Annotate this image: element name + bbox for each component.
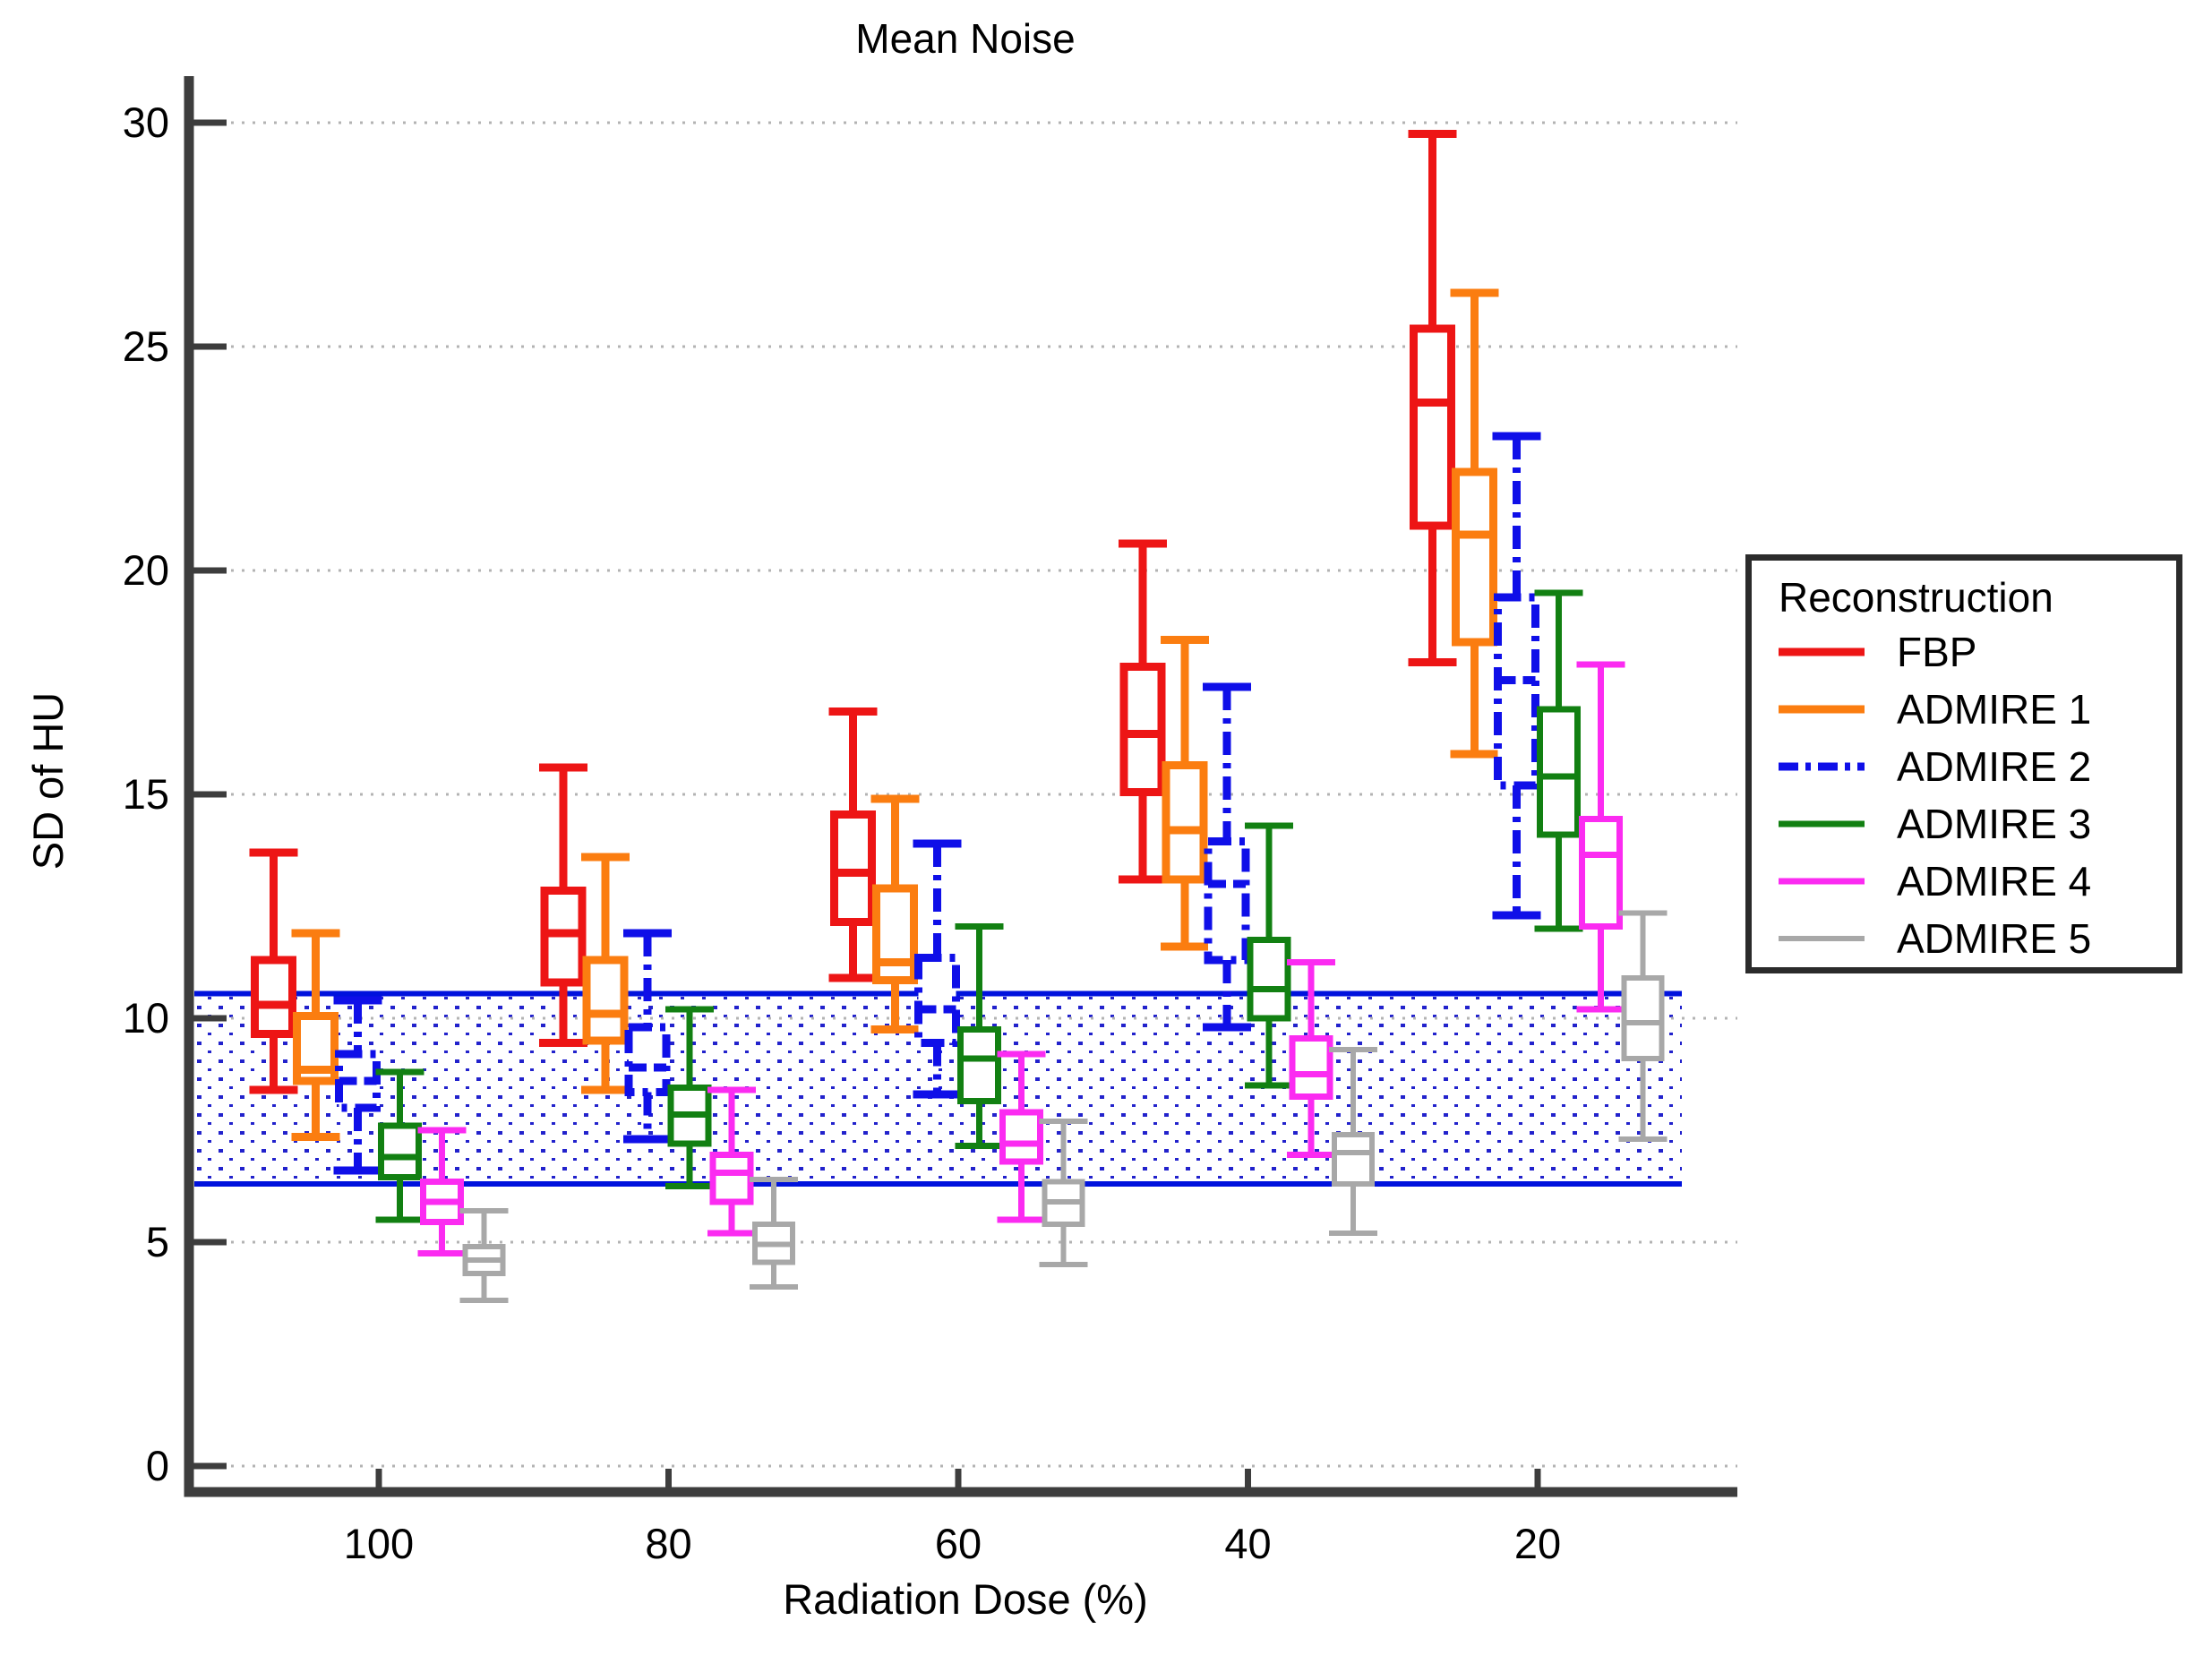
iqr-box	[1410, 324, 1455, 530]
legend-label: ADMIRE 1	[1897, 686, 2092, 733]
box-admire3-dose80	[665, 1006, 714, 1189]
box-admire2-dose40	[1203, 682, 1251, 1032]
x-tick-label-40: 40	[1224, 1520, 1271, 1567]
box-admire2-dose80	[623, 929, 672, 1144]
box-fbp-dose60	[828, 707, 878, 982]
iqr-box	[1162, 761, 1208, 884]
legend-label: ADMIRE 4	[1897, 858, 2092, 905]
legend-line-sample	[1779, 762, 1865, 771]
iqr-box	[1119, 663, 1166, 796]
legend-item-admire-5: ADMIRE 5	[1779, 910, 2176, 967]
chart-title: Mean Noise	[855, 15, 1076, 62]
box-admire3-dose100	[375, 1068, 424, 1223]
legend-item-admire-4: ADMIRE 4	[1779, 853, 2176, 910]
legend-label: ADMIRE 5	[1897, 915, 2092, 962]
box-admire4-dose20	[1576, 661, 1625, 1013]
x-tick-label-80: 80	[645, 1520, 691, 1567]
x-tick-label-100: 100	[344, 1520, 414, 1567]
iqr-box	[1289, 1035, 1333, 1100]
y-tick-label-0: 0	[146, 1442, 169, 1489]
iqr-box	[709, 1152, 754, 1205]
legend-items: FBP ADMIRE 1 ADMIRE 2 ADMIRE 3 ADMIRE 4 ADMIR…	[1779, 623, 2176, 967]
legend-line-sample	[1779, 878, 1865, 885]
x-axis-label: Radiation Dose (%)	[783, 1575, 1148, 1623]
y-tick-label-20: 20	[123, 546, 169, 594]
box-fbp-dose20	[1408, 130, 1457, 666]
legend-title: Reconstruction	[1779, 574, 2053, 621]
iqr-box	[830, 810, 876, 926]
box-admire4-dose100	[417, 1127, 467, 1256]
x-tick-label-20: 20	[1514, 1520, 1561, 1567]
box-admire5-dose100	[459, 1208, 509, 1303]
box-admire1-dose60	[870, 794, 920, 1033]
box-admire3-dose20	[1534, 589, 1583, 932]
box-fbp-dose100	[249, 848, 298, 1094]
box-admire4-dose80	[707, 1086, 756, 1237]
legend-item-fbp: FBP	[1779, 623, 2176, 681]
box-admire2-dose60	[913, 839, 962, 1099]
iqr-box	[872, 884, 918, 984]
iqr-box	[1452, 467, 1497, 647]
y-axis-label: SD of HU	[24, 691, 72, 870]
iqr-box	[378, 1122, 422, 1180]
iqr-box	[1204, 837, 1250, 965]
x-tick-label-60: 60	[935, 1520, 982, 1567]
legend-line-sample	[1779, 647, 1865, 656]
box-admire5-dose40	[1329, 1047, 1377, 1236]
box-admire5-dose20	[1618, 910, 1668, 1142]
iqr-box	[1247, 937, 1291, 1022]
iqr-box	[999, 1109, 1043, 1165]
legend-item-admire-1: ADMIRE 1	[1779, 681, 2176, 738]
iqr-box	[1579, 816, 1623, 930]
y-tick-label-10: 10	[123, 994, 169, 1042]
iqr-box	[251, 956, 296, 1038]
box-admire1-dose100	[291, 929, 340, 1141]
legend-item-admire-3: ADMIRE 3	[1779, 795, 2176, 853]
legend-line-sample	[1779, 705, 1865, 714]
iqr-box	[957, 1026, 1001, 1104]
box-admire3-dose60	[955, 923, 1004, 1149]
y-tick-label-30: 30	[123, 99, 169, 146]
iqr-box	[582, 956, 629, 1045]
iqr-box	[1537, 706, 1581, 838]
iqr-box	[1494, 593, 1539, 790]
box-admire1-dose40	[1161, 636, 1209, 951]
legend-line-sample	[1779, 936, 1865, 941]
y-tick-label-15: 15	[123, 770, 169, 818]
legend-label: FBP	[1897, 629, 1977, 675]
box-admire1-dose20	[1450, 288, 1499, 759]
iqr-box	[914, 954, 960, 1047]
y-axis-line	[184, 76, 194, 1497]
box-admire2-dose20	[1492, 432, 1541, 920]
y-tick-label-25: 25	[123, 322, 169, 370]
legend-label: ADMIRE 3	[1897, 801, 2092, 847]
box-admire5-dose80	[750, 1177, 798, 1290]
y-tick-label-5: 5	[146, 1218, 169, 1265]
box-fbp-dose80	[539, 763, 587, 1047]
box-admire4-dose40	[1287, 959, 1335, 1158]
box-admire2-dose100	[333, 996, 382, 1175]
legend-label: ADMIRE 2	[1897, 743, 2092, 790]
box-admire3-dose40	[1245, 822, 1293, 1089]
box-admire5-dose60	[1039, 1119, 1088, 1267]
legend-line-sample	[1779, 820, 1865, 828]
box-admire4-dose60	[997, 1050, 1046, 1223]
box-fbp-dose40	[1119, 539, 1167, 884]
iqr-box	[624, 1023, 671, 1096]
iqr-box	[1621, 975, 1665, 1061]
legend: Reconstruction FBP ADMIRE 1 ADMIRE 2 ADMIRE…	[1745, 554, 2182, 973]
iqr-box	[1332, 1132, 1375, 1187]
box-admire1-dose80	[581, 853, 630, 1094]
legend-item-admire-2: ADMIRE 2	[1779, 738, 2176, 795]
